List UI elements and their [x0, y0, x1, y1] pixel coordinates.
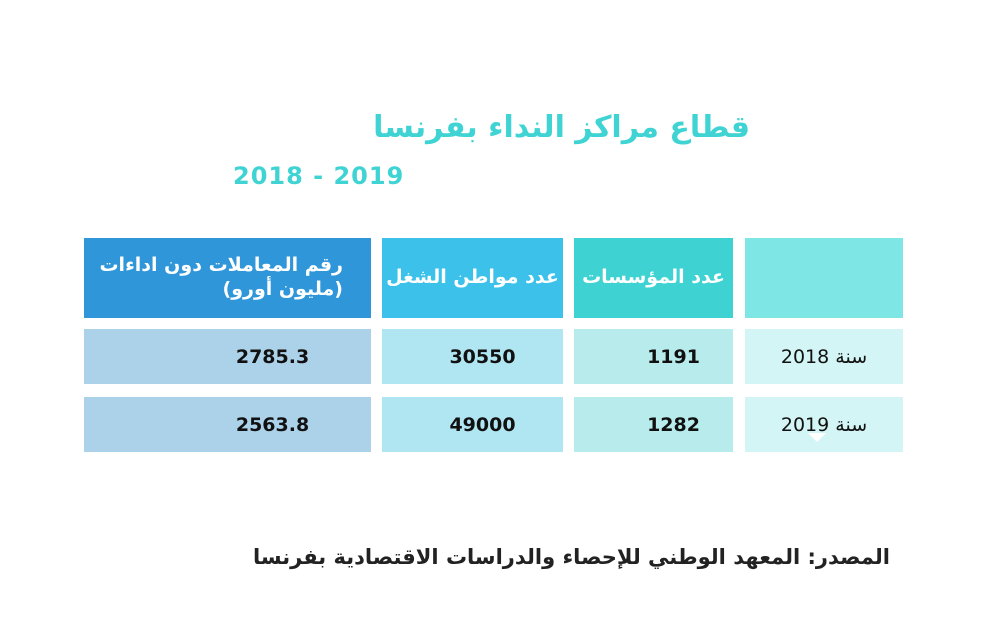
cell-establishments-2019: 1282 — [574, 397, 733, 452]
header-empty-cell — [745, 238, 903, 318]
cell-establishments-2018: 1191 — [574, 329, 733, 384]
source-note: المصدر: المعهد الوطني للإحصاء والدراسات … — [252, 545, 890, 569]
header-establishments: عدد المؤسسات — [574, 238, 733, 318]
header-jobs: عدد مواطن الشغل — [382, 238, 563, 318]
header-turnover: رقم المعاملات دون اداءات (مليون أورو) — [84, 238, 371, 318]
page-title: قطاع مراكز النداء بفرنسا — [373, 110, 750, 145]
cell-turnover-2018: 2785.3 — [84, 329, 371, 384]
row-label-2018: سنة 2018 — [745, 329, 903, 384]
caret-down-icon — [808, 433, 826, 442]
row-label-2019: سنة 2019 — [745, 397, 903, 452]
cell-turnover-2019: 2563.8 — [84, 397, 371, 452]
cell-jobs-2019: 49000 — [382, 397, 563, 452]
years-text: 2018 - 2019 — [233, 162, 405, 190]
years-range: 2018 - 2019 — [233, 162, 403, 190]
cell-jobs-2018: 30550 — [382, 329, 563, 384]
